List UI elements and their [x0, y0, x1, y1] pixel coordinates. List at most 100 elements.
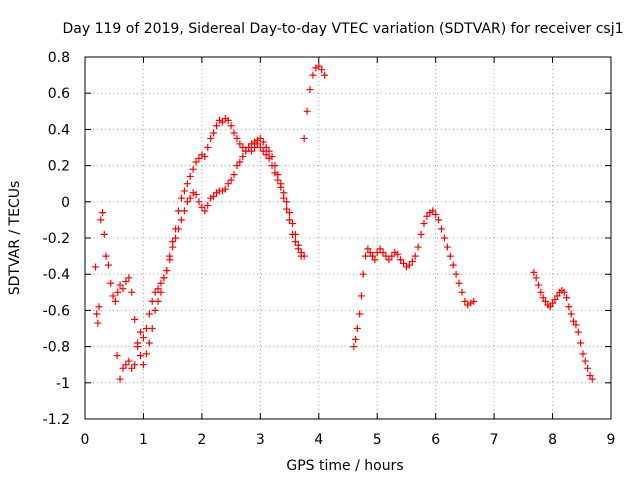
data-point — [131, 315, 139, 323]
data-point — [570, 317, 578, 325]
data-point — [224, 116, 232, 124]
y-tick-label: -0.2 — [43, 231, 70, 247]
y-tick-label: 0 — [61, 195, 70, 211]
series-segment-1a — [92, 115, 308, 369]
data-point — [539, 294, 547, 302]
data-point — [195, 154, 203, 162]
x-axis-label: GPS time / hours — [286, 458, 403, 474]
y-tick-label: -0.6 — [43, 303, 70, 319]
data-point — [376, 245, 384, 253]
grid-lines — [85, 57, 611, 419]
data-point — [154, 285, 162, 293]
data-point — [201, 153, 209, 161]
data-point — [230, 171, 238, 179]
data-point — [177, 194, 185, 202]
y-tick-label: 0.6 — [48, 86, 70, 102]
data-point — [271, 162, 279, 170]
data-point — [233, 134, 241, 142]
data-point — [352, 335, 360, 343]
data-point — [455, 279, 463, 287]
data-point — [204, 201, 212, 209]
data-point — [262, 151, 270, 159]
data-point — [579, 350, 587, 358]
data-point — [420, 220, 428, 228]
data-point — [286, 216, 294, 224]
x-tick-label: 5 — [373, 432, 382, 448]
data-point — [283, 198, 291, 206]
data-point — [256, 144, 264, 151]
data-point — [183, 180, 191, 188]
data-point — [359, 270, 367, 278]
series-segment-2 — [350, 207, 478, 351]
data-point — [157, 279, 165, 287]
data-point — [218, 118, 226, 126]
data-point — [321, 71, 329, 79]
data-point — [283, 205, 291, 213]
data-point — [546, 303, 554, 311]
data-point — [549, 299, 557, 307]
data-point — [581, 357, 589, 365]
data-point — [303, 107, 311, 115]
data-points — [92, 62, 596, 383]
y-tick-label: -1 — [56, 376, 70, 392]
data-point — [357, 292, 365, 300]
data-point — [245, 144, 253, 151]
data-point — [364, 245, 372, 253]
y-tick-label: 0.8 — [48, 50, 70, 66]
data-point — [192, 158, 200, 166]
data-point — [291, 238, 299, 246]
data-point — [175, 225, 183, 233]
data-point — [461, 297, 469, 305]
data-point — [236, 158, 244, 166]
y-tick-labels: 0.8 0.6 0.4 0.2 0 -0.2 -0.4 -0.6 -0.8 -1 -1.2 — [43, 50, 70, 428]
data-point — [417, 230, 425, 238]
data-point — [210, 192, 218, 200]
data-point — [371, 256, 379, 264]
data-point — [530, 268, 538, 276]
data-point — [169, 243, 177, 251]
data-point — [373, 248, 381, 256]
y-tick-label: -0.8 — [43, 340, 70, 356]
data-point — [148, 325, 156, 332]
data-point — [577, 339, 585, 347]
data-point — [300, 134, 308, 142]
data-point — [414, 243, 422, 251]
data-point — [411, 252, 419, 260]
data-point — [119, 364, 127, 372]
data-point — [306, 86, 314, 94]
data-point — [207, 134, 215, 142]
data-point — [227, 176, 235, 184]
data-point — [114, 288, 122, 296]
data-point — [542, 297, 550, 305]
data-point — [438, 225, 446, 233]
x-tick-label: 6 — [431, 432, 440, 448]
data-point — [201, 207, 209, 215]
x-tick-label: 1 — [139, 432, 148, 448]
data-point — [139, 361, 147, 369]
x-tick-label: 0 — [81, 432, 90, 448]
data-point — [452, 270, 460, 278]
data-point — [297, 252, 305, 260]
data-point — [537, 288, 545, 296]
data-point — [397, 256, 405, 264]
data-point — [356, 310, 364, 318]
data-point — [572, 321, 580, 329]
data-point — [532, 274, 540, 282]
data-point — [166, 256, 174, 264]
data-point — [122, 277, 130, 285]
data-point — [134, 343, 142, 351]
data-point — [551, 296, 559, 304]
data-point — [93, 310, 101, 318]
data-point — [128, 364, 136, 372]
data-point — [142, 350, 150, 358]
data-point — [230, 129, 238, 137]
data-point — [350, 343, 358, 351]
data-point — [151, 288, 159, 296]
data-point — [259, 147, 267, 155]
data-point — [382, 252, 390, 260]
data-point — [248, 147, 256, 155]
plot-frame — [84, 56, 612, 420]
data-point — [125, 357, 133, 365]
x-tick-label: 8 — [548, 432, 557, 448]
